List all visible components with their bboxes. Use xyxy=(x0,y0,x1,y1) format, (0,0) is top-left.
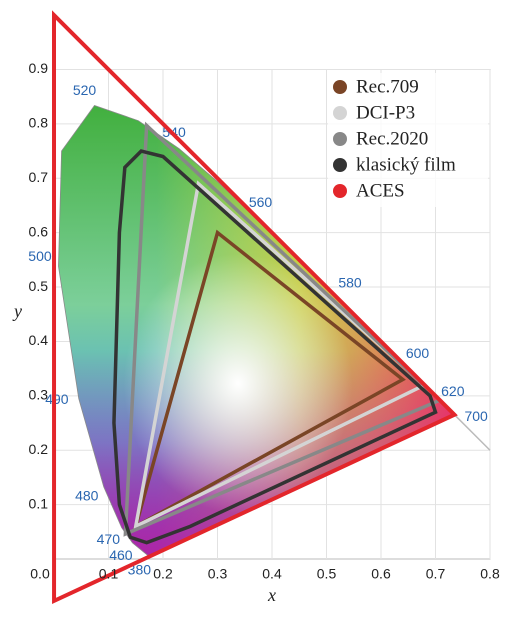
y-tick-label: 0.3 xyxy=(29,387,49,403)
wavelength-label: 500 xyxy=(28,248,52,264)
y-tick-label: 0.8 xyxy=(29,115,49,131)
wavelength-label: 600 xyxy=(406,345,430,361)
wavelength-label: 620 xyxy=(441,383,465,399)
locus-extension xyxy=(453,414,491,451)
gamuts xyxy=(51,10,458,605)
legend-marker xyxy=(333,184,347,198)
wavelength-label: 520 xyxy=(73,82,97,98)
y-tick-label: 0.6 xyxy=(29,223,49,239)
legend-label: Rec.709 xyxy=(356,76,419,97)
gamut-polygon xyxy=(51,10,458,605)
wavelength-label: 460 xyxy=(109,547,133,563)
wavelength-label: 490 xyxy=(45,391,69,407)
y-tick-label: 0.4 xyxy=(29,332,49,348)
x-axis-label: x xyxy=(267,585,276,605)
legend-label: Rec.2020 xyxy=(356,128,428,149)
x-tick-label: 0.5 xyxy=(317,566,337,582)
legend-marker xyxy=(333,158,347,172)
gamut-polygon xyxy=(132,229,406,530)
gamut-polygon xyxy=(112,149,438,545)
legend-label: DCI-P3 xyxy=(356,102,415,123)
wavelength-label: 560 xyxy=(249,194,273,210)
legend-marker xyxy=(333,80,347,94)
wavelength-label: 700 xyxy=(464,408,488,424)
y-tick-label: 0.7 xyxy=(29,169,49,185)
legend-label: ACES xyxy=(356,180,405,201)
y-tick-label: 0.1 xyxy=(29,495,49,511)
y-tick-label: 0.9 xyxy=(29,60,49,76)
y-tick-label: 0.5 xyxy=(29,278,49,294)
legend-marker xyxy=(333,106,347,120)
wavelength-label: 480 xyxy=(75,488,99,504)
x-tick-label: 0.0 xyxy=(30,566,50,582)
x-tick-label: 0.8 xyxy=(480,566,500,582)
x-tick-label: 0.1 xyxy=(99,566,119,582)
legend-marker xyxy=(333,132,347,146)
y-axis-label: y xyxy=(12,301,22,321)
gamut-polygon xyxy=(133,180,428,530)
legend-label: klasický film xyxy=(356,154,456,175)
x-tick-label: 0.2 xyxy=(153,566,173,582)
wavelength-label: 580 xyxy=(338,275,362,291)
x-tick-label: 0.7 xyxy=(426,566,446,582)
y-tick-label: 0.2 xyxy=(29,441,49,457)
legend-box xyxy=(328,73,488,207)
x-tick-label: 0.3 xyxy=(208,566,228,582)
wavelength-label: 470 xyxy=(97,531,121,547)
gamut-polygon xyxy=(123,121,444,537)
x-tick-label: 0.4 xyxy=(262,566,282,582)
x-tick-label: 0.6 xyxy=(371,566,391,582)
